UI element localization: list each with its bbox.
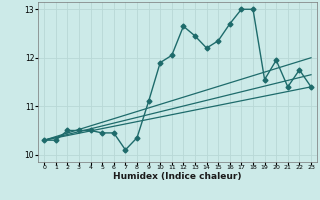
X-axis label: Humidex (Indice chaleur): Humidex (Indice chaleur): [113, 172, 242, 181]
